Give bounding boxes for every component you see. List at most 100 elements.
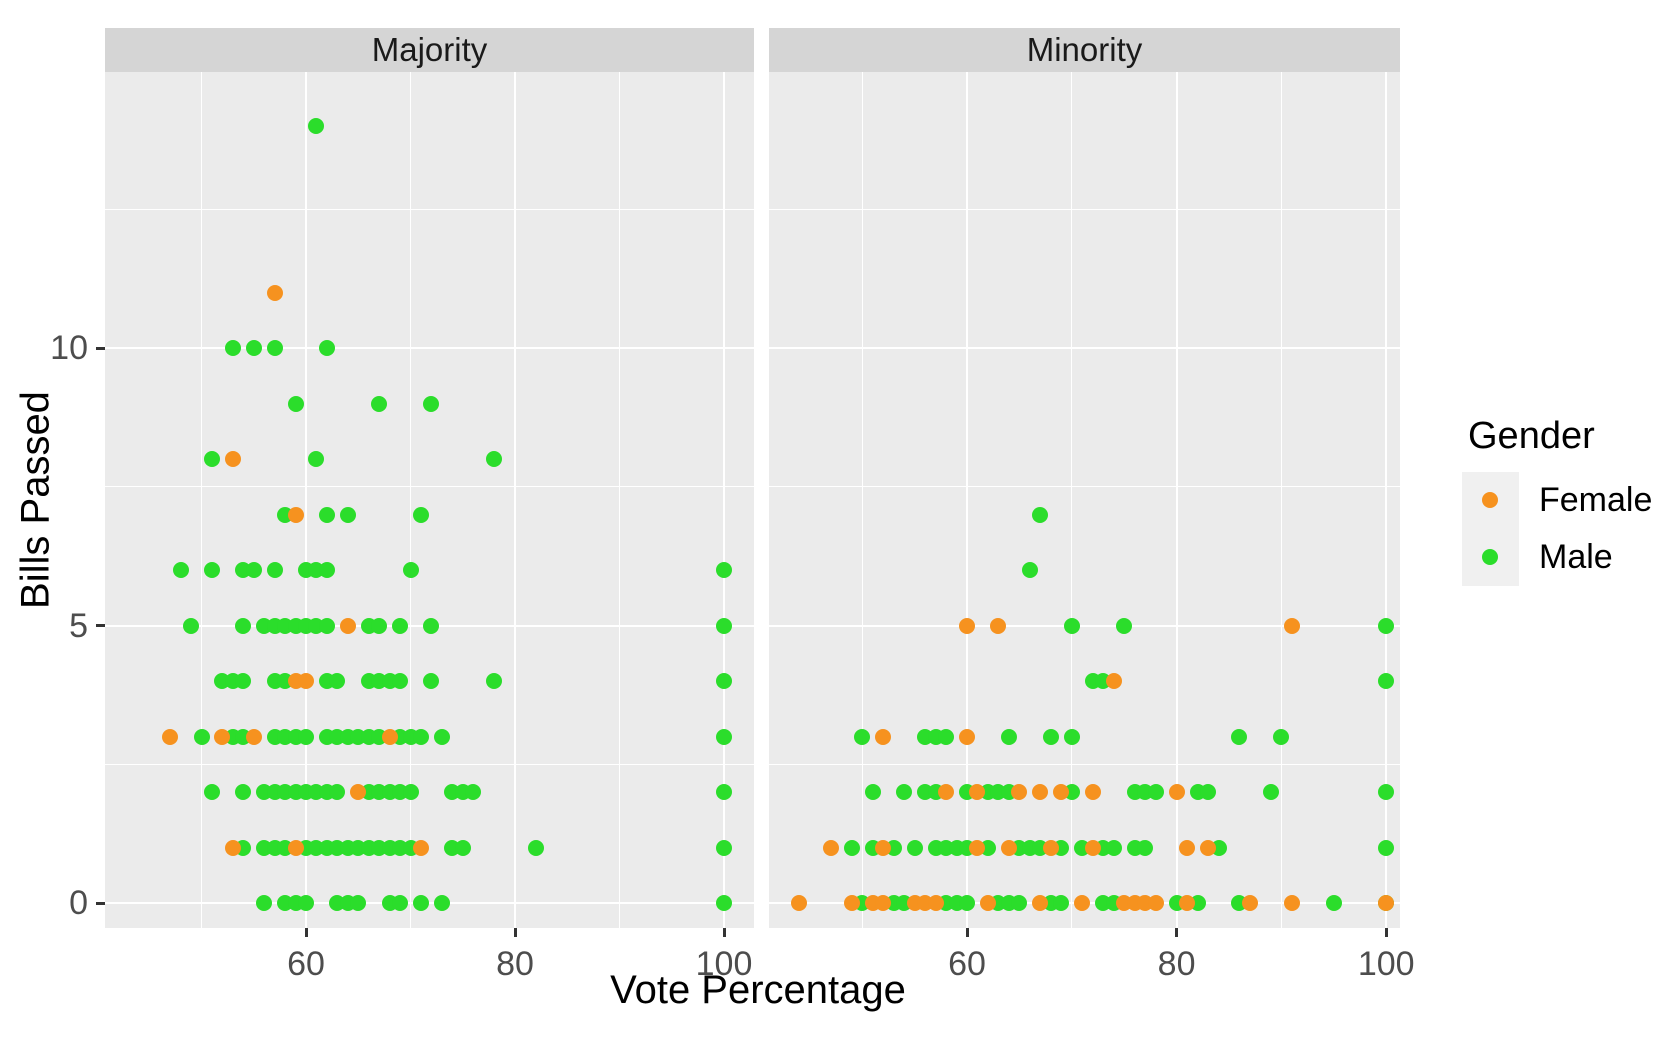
data-point-male: [371, 617, 388, 634]
data-point-female: [990, 617, 1007, 634]
data-point-female: [875, 895, 892, 911]
data-point-female: [1084, 784, 1101, 800]
data-point-male: [245, 562, 262, 578]
data-point-female: [1283, 617, 1300, 634]
data-point-male: [402, 562, 419, 578]
data-point-female: [1011, 784, 1028, 800]
data-point-male: [527, 839, 544, 856]
y-minor-gridline: [769, 486, 1400, 488]
data-point-female: [1179, 895, 1196, 911]
data-point-male: [716, 784, 732, 800]
x-minor-gridline: [410, 72, 411, 928]
x-minor-gridline: [861, 72, 863, 928]
data-point-male: [193, 728, 210, 745]
data-point-male: [716, 895, 732, 911]
facet-strip-minority: Minority: [769, 28, 1400, 72]
x-major-gridline: [305, 72, 307, 928]
y-tick-label: 10: [50, 329, 88, 367]
data-point-female: [1032, 895, 1049, 911]
data-point-male: [203, 451, 220, 467]
x-tick-label: 80: [496, 945, 534, 983]
data-point-female: [1283, 895, 1300, 911]
data-point-male: [1032, 506, 1049, 523]
x-major-gridline: [966, 72, 968, 928]
y-minor-gridline: [769, 208, 1400, 210]
x-tick-label: 60: [287, 945, 325, 983]
data-point-male: [1378, 673, 1395, 689]
data-point-male: [392, 673, 409, 689]
x-axis-title: Vote Percentage: [610, 968, 906, 1012]
data-point-male: [318, 617, 335, 634]
data-point-female: [224, 839, 241, 856]
data-point-female: [1168, 784, 1185, 800]
female-dot-icon: [1482, 492, 1498, 508]
data-point-female: [927, 895, 944, 911]
legend-entry-female: Female: [1462, 472, 1652, 529]
data-point-male: [172, 562, 189, 578]
x-minor-gridline: [1280, 72, 1282, 928]
data-point-male: [235, 673, 252, 689]
data-point-male: [298, 728, 314, 745]
data-point-male: [716, 728, 732, 745]
data-point-male: [959, 895, 975, 911]
data-point-female: [979, 895, 996, 911]
data-point-female: [1074, 895, 1091, 911]
data-point-male: [423, 617, 440, 634]
data-point-male: [412, 895, 429, 911]
data-point-male: [318, 340, 335, 356]
legend-key-female: [1462, 472, 1519, 529]
facet-strip-majority: Majority: [105, 28, 754, 72]
data-point-female: [298, 673, 314, 689]
data-point-male: [203, 784, 220, 800]
data-point-male: [318, 506, 335, 523]
data-point-male: [843, 839, 860, 856]
data-point-male: [318, 562, 335, 578]
data-point-female: [1179, 839, 1196, 856]
y-major-gridline: [105, 347, 754, 349]
data-point-female: [412, 839, 429, 856]
data-point-male: [412, 506, 429, 523]
data-point-female: [1105, 673, 1122, 689]
x-axis-tick: [304, 928, 308, 937]
data-point-female: [162, 728, 179, 745]
facet-strip-label: Minority: [1026, 31, 1143, 68]
data-point-male: [854, 728, 871, 745]
data-point-male: [938, 728, 955, 745]
plot-panel-minority: [769, 72, 1400, 928]
facet-strip-label: Majority: [371, 31, 488, 68]
legend-title: Gender: [1468, 415, 1595, 457]
data-point-male: [329, 784, 346, 800]
data-point-male: [1147, 784, 1164, 800]
data-point-male: [1325, 895, 1342, 911]
y-axis-title: Bills Passed: [13, 391, 58, 609]
data-point-male: [298, 895, 314, 911]
data-point-male: [433, 728, 450, 745]
data-point-male: [716, 617, 732, 634]
y-major-gridline: [769, 624, 1400, 627]
data-point-female: [1147, 895, 1164, 911]
data-point-female: [938, 784, 955, 800]
y-tick-label: 5: [69, 606, 88, 645]
data-point-male: [486, 451, 503, 467]
data-point-male: [1378, 617, 1395, 634]
data-point-male: [716, 839, 732, 856]
data-point-female: [287, 839, 304, 856]
legend-label-female: Female: [1539, 481, 1653, 519]
data-point-male: [906, 839, 923, 856]
y-minor-gridline: [105, 486, 754, 488]
data-point-female: [959, 617, 975, 634]
male-dot-icon: [1482, 549, 1498, 565]
data-point-male: [1116, 617, 1133, 634]
y-axis-tick: [96, 624, 105, 627]
x-axis-tick: [722, 928, 726, 937]
legend: Gender Female Male: [1462, 415, 1652, 586]
x-minor-gridline: [619, 72, 620, 928]
data-point-male: [716, 562, 732, 578]
y-major-gridline: [105, 902, 754, 904]
y-axis-tick: [96, 901, 105, 905]
data-point-male: [1231, 728, 1248, 745]
data-point-female: [339, 617, 356, 634]
data-point-female: [245, 728, 262, 745]
data-point-male: [245, 340, 262, 356]
y-tick-label: 0: [69, 884, 88, 922]
